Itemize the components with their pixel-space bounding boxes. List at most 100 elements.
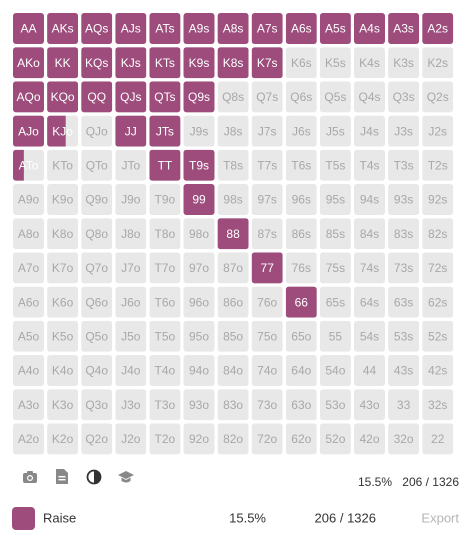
- hand-cell[interactable]: K8s: [217, 47, 249, 79]
- hand-cell[interactable]: 86s: [285, 218, 317, 250]
- hand-cell[interactable]: 73o: [251, 389, 283, 421]
- hand-cell[interactable]: A4s: [354, 13, 385, 44]
- hand-cell[interactable]: 55: [319, 320, 351, 352]
- hand-cell[interactable]: 54o: [319, 355, 351, 386]
- hand-cell[interactable]: 53s: [388, 320, 420, 352]
- hand-cell[interactable]: T2o: [149, 423, 181, 455]
- hand-cell[interactable]: 95o: [183, 320, 215, 352]
- hand-cell[interactable]: A2o: [13, 423, 44, 455]
- hand-cell[interactable]: AJs: [115, 13, 147, 44]
- hand-cell[interactable]: 93o: [183, 389, 215, 421]
- hand-cell[interactable]: 75o: [251, 320, 283, 352]
- hand-cell[interactable]: 92o: [183, 423, 215, 455]
- hand-cell[interactable]: TT: [149, 149, 181, 181]
- hand-cell[interactable]: 97o: [183, 252, 215, 284]
- hand-cell[interactable]: 83s: [388, 218, 420, 250]
- hand-cell[interactable]: A9s: [183, 13, 215, 44]
- hand-cell[interactable]: 94o: [183, 355, 215, 386]
- hand-cell[interactable]: J9s: [183, 115, 215, 147]
- hand-cell[interactable]: Q3s: [388, 81, 420, 113]
- hand-cell[interactable]: 74s: [354, 252, 385, 284]
- hand-cell[interactable]: Q8s: [217, 81, 249, 113]
- hand-cell[interactable]: A5o: [13, 320, 44, 352]
- hand-cell[interactable]: Q8o: [81, 218, 113, 250]
- hand-cell[interactable]: K2o: [47, 423, 79, 455]
- hand-cell[interactable]: J7o: [115, 252, 147, 284]
- hand-cell[interactable]: 54s: [354, 320, 385, 352]
- hand-cell[interactable]: AQo: [13, 81, 44, 113]
- hand-cell[interactable]: 98s: [217, 184, 249, 215]
- hand-cell[interactable]: AJo: [13, 115, 44, 147]
- hand-cell[interactable]: Q7s: [251, 81, 283, 113]
- hand-cell[interactable]: A8s: [217, 13, 249, 44]
- document-icon[interactable]: [56, 469, 68, 484]
- hand-cell[interactable]: 94s: [354, 184, 385, 215]
- hand-cell[interactable]: QQ: [81, 81, 113, 113]
- hand-cell[interactable]: 32s: [422, 389, 454, 421]
- hand-cell[interactable]: A9o: [13, 184, 44, 215]
- hand-cell[interactable]: Q7o: [81, 252, 113, 284]
- hand-cell[interactable]: J6o: [115, 286, 147, 318]
- hand-cell[interactable]: T7o: [149, 252, 181, 284]
- hand-cell[interactable]: T8o: [149, 218, 181, 250]
- hand-cell[interactable]: QTs: [149, 81, 181, 113]
- export-button[interactable]: Export: [421, 510, 459, 525]
- hand-cell[interactable]: 52s: [422, 320, 454, 352]
- hand-cell[interactable]: K5o: [47, 320, 79, 352]
- hand-cell[interactable]: 32o: [388, 423, 420, 455]
- hand-cell[interactable]: Q6o: [81, 286, 113, 318]
- hand-cell[interactable]: Q3o: [81, 389, 113, 421]
- hand-cell[interactable]: K3o: [47, 389, 79, 421]
- hand-cell[interactable]: AQs: [81, 13, 113, 44]
- hand-cell[interactable]: J5o: [115, 320, 147, 352]
- hand-cell[interactable]: A3o: [13, 389, 44, 421]
- hand-cell[interactable]: Q9s: [183, 81, 215, 113]
- hand-cell[interactable]: 42o: [354, 423, 385, 455]
- hand-cell[interactable]: K4o: [47, 355, 79, 386]
- hand-cell[interactable]: T2s: [422, 149, 454, 181]
- hand-cell[interactable]: A8o: [13, 218, 44, 250]
- hand-cell[interactable]: K8o: [47, 218, 79, 250]
- hand-cell[interactable]: 76s: [285, 252, 317, 284]
- hand-cell[interactable]: 22: [422, 423, 454, 455]
- hand-cell[interactable]: K3s: [388, 47, 420, 79]
- hand-cell[interactable]: 43o: [354, 389, 385, 421]
- hand-cell[interactable]: Q5s: [319, 81, 351, 113]
- hand-cell[interactable]: JJ: [115, 115, 147, 147]
- hand-cell[interactable]: 63s: [388, 286, 420, 318]
- hand-cell[interactable]: 85s: [319, 218, 351, 250]
- hand-cell[interactable]: A6s: [285, 13, 317, 44]
- hand-cell[interactable]: Q4o: [81, 355, 113, 386]
- hand-cell[interactable]: J2o: [115, 423, 147, 455]
- hand-cell[interactable]: 82o: [217, 423, 249, 455]
- hand-cell[interactable]: 62s: [422, 286, 454, 318]
- hand-cell[interactable]: 64s: [354, 286, 385, 318]
- hand-cell[interactable]: KTs: [149, 47, 181, 79]
- hand-cell[interactable]: KQs: [81, 47, 113, 79]
- hand-cell[interactable]: J8o: [115, 218, 147, 250]
- hand-cell[interactable]: 77: [251, 252, 283, 284]
- hand-cell[interactable]: 95s: [319, 184, 351, 215]
- hand-cell[interactable]: 53o: [319, 389, 351, 421]
- hand-cell[interactable]: AKs: [47, 13, 79, 44]
- hand-cell[interactable]: KJo: [47, 115, 79, 147]
- hand-cell[interactable]: A4o: [13, 355, 44, 386]
- hand-cell[interactable]: T4s: [354, 149, 385, 181]
- hand-cell[interactable]: 74o: [251, 355, 283, 386]
- hand-cell[interactable]: 44: [354, 355, 385, 386]
- hand-cell[interactable]: T6o: [149, 286, 181, 318]
- hand-cell[interactable]: 84s: [354, 218, 385, 250]
- hand-cell[interactable]: K4s: [354, 47, 385, 79]
- hand-cell[interactable]: 76o: [251, 286, 283, 318]
- hand-cell[interactable]: 99: [183, 184, 215, 215]
- hand-cell[interactable]: 42s: [422, 355, 454, 386]
- hand-cell[interactable]: J7s: [251, 115, 283, 147]
- hand-cell[interactable]: K7o: [47, 252, 79, 284]
- hand-cell[interactable]: 65o: [285, 320, 317, 352]
- hand-cell[interactable]: Q5o: [81, 320, 113, 352]
- camera-icon[interactable]: [23, 471, 37, 483]
- hand-cell[interactable]: 97s: [251, 184, 283, 215]
- hand-cell[interactable]: J9o: [115, 184, 147, 215]
- hand-cell[interactable]: QJo: [81, 115, 113, 147]
- hand-cell[interactable]: 87o: [217, 252, 249, 284]
